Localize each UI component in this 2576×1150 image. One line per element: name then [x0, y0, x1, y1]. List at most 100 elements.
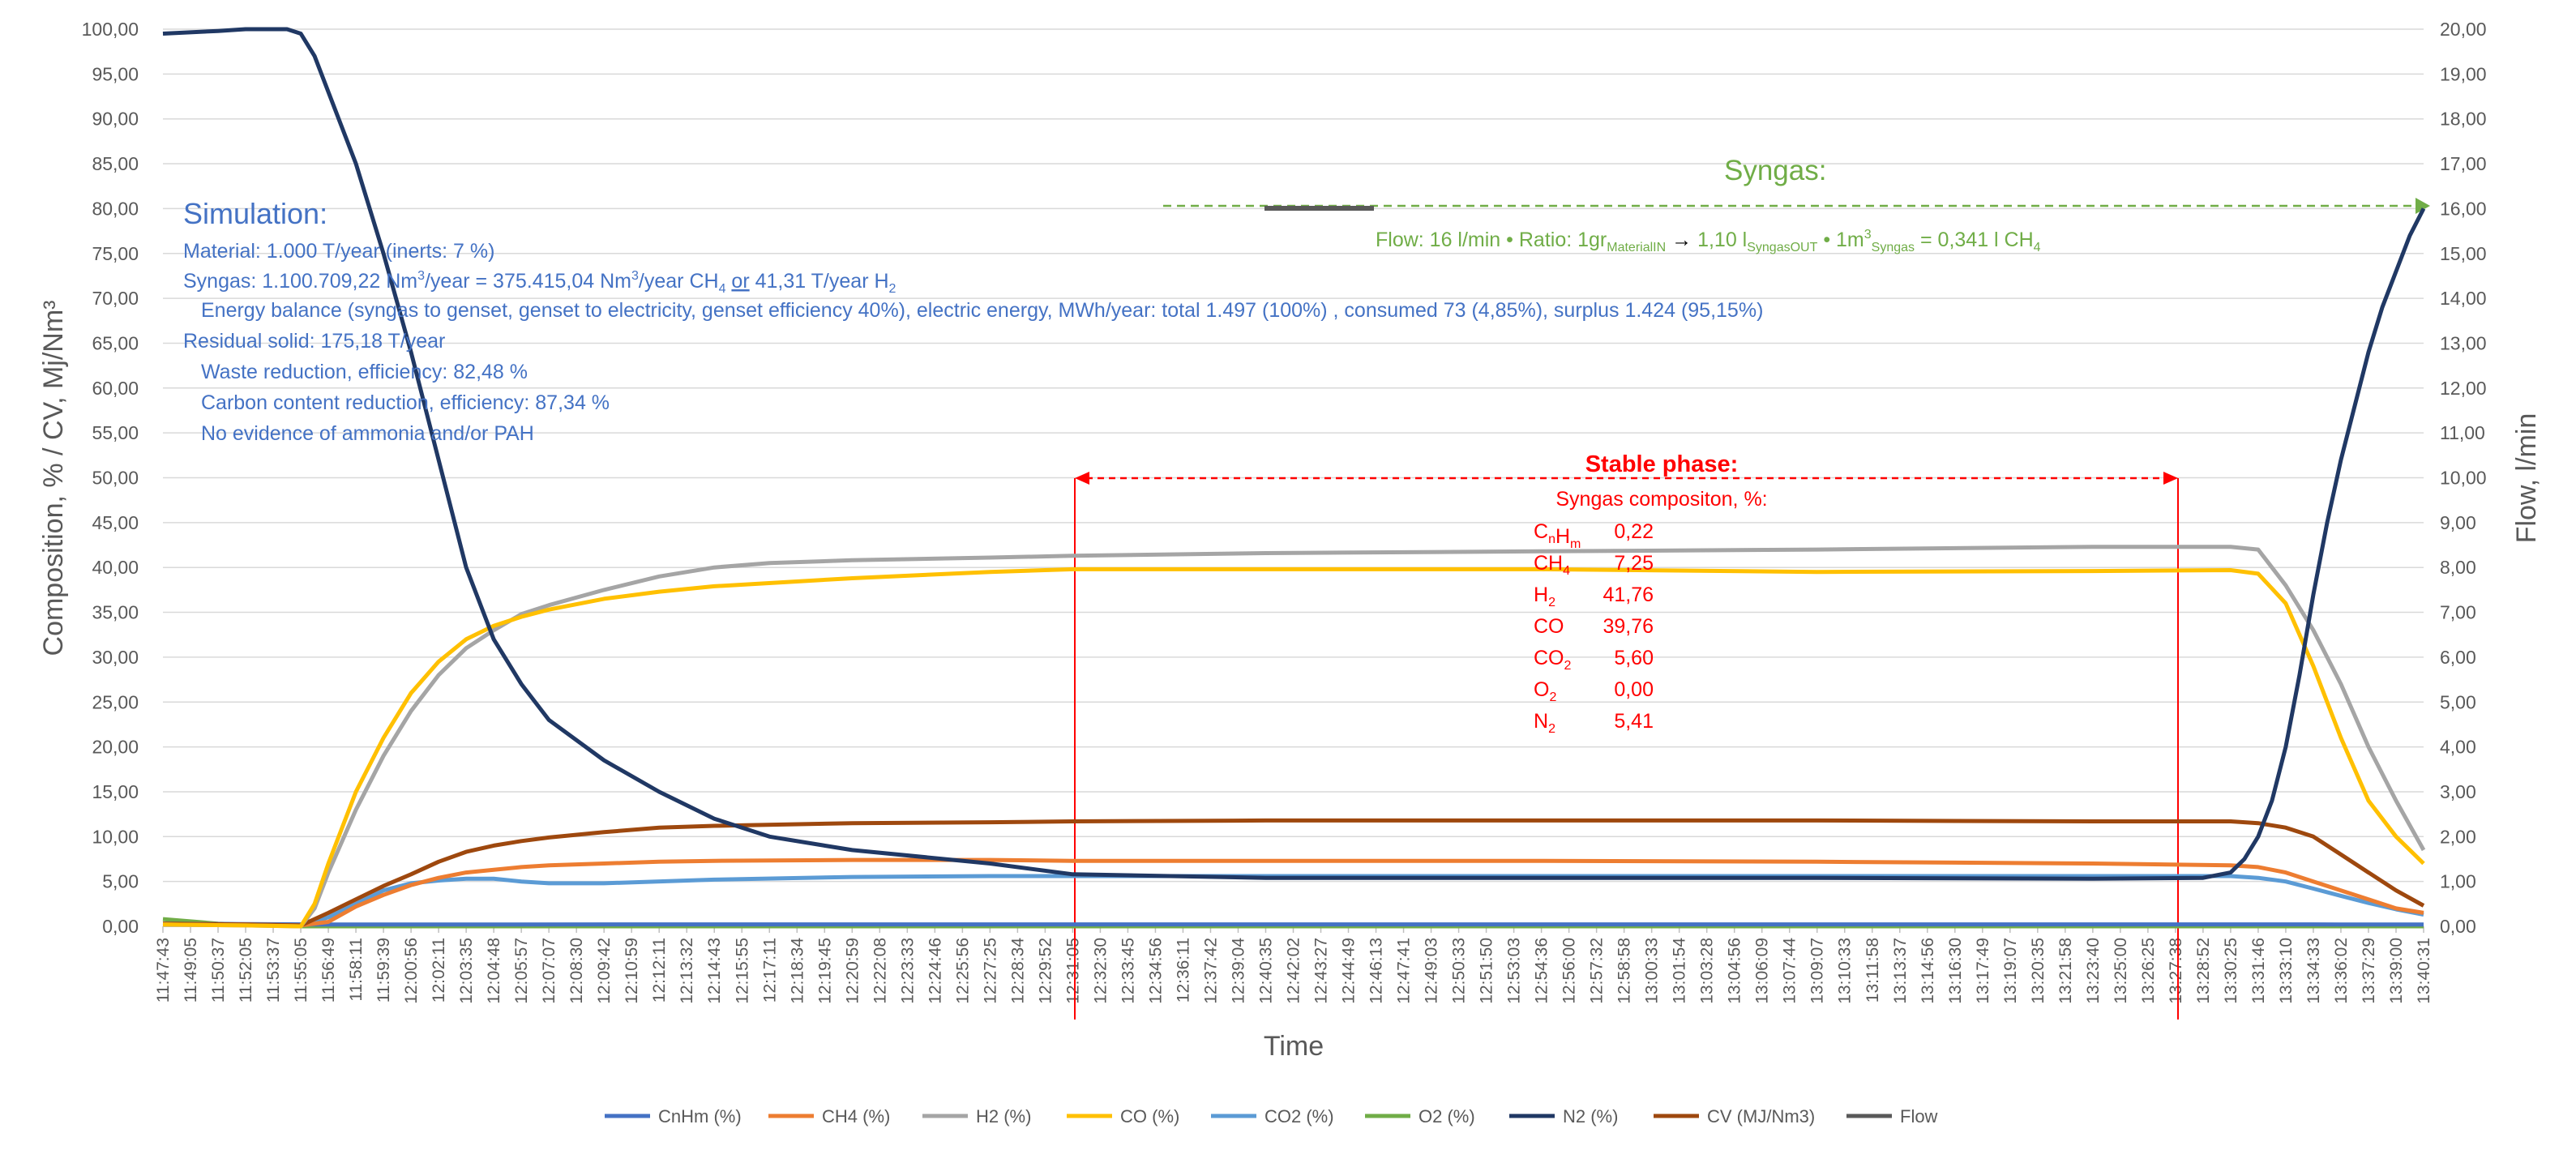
x-tick-label: 13:23:40 — [2084, 938, 2103, 1004]
left-y-tick-label: 60,00 — [92, 378, 139, 399]
x-tick-label: 13:28:52 — [2194, 938, 2213, 1004]
x-tick-label: 12:49:03 — [1423, 938, 1441, 1004]
x-tick-label: 13:07:44 — [1781, 938, 1799, 1004]
x-tick-label: 11:53:37 — [264, 938, 283, 1003]
stable-row-value: 5,60 — [1614, 647, 1654, 669]
right-y-tick-label: 3,00 — [2440, 781, 2476, 802]
left-y-tick-label: 45,00 — [92, 512, 139, 533]
right-y-tick-label: 17,00 — [2440, 153, 2487, 174]
simulation-material: Material: 1.000 T/year (inerts: 7 %) — [183, 240, 494, 263]
syngas-flow-sub4: 4 — [2034, 241, 2041, 254]
syngas-flow-b: 1,10 l — [1697, 229, 1747, 251]
x-tick-label: 12:18:34 — [788, 938, 807, 1004]
x-tick-label: 12:15:55 — [733, 938, 751, 1004]
right-y-tick-label: 5,00 — [2440, 691, 2476, 712]
stable-row-value: 0,00 — [1614, 678, 1654, 701]
x-tick-label: 12:50:33 — [1450, 938, 1469, 1004]
x-tick-label: 11:58:11 — [347, 938, 366, 1002]
syngas-flow-sub1: MaterialIN — [1607, 241, 1666, 254]
sim-syngas-d: 41,31 T/year H — [755, 270, 889, 293]
series-line-co — [162, 566, 2425, 929]
x-tick-label: 12:02:11 — [430, 938, 448, 1003]
x-tick-label: 13:21:58 — [2056, 938, 2075, 1004]
x-tick-label: 13:10:33 — [1836, 938, 1855, 1004]
legend-label: H2 (%) — [976, 1106, 1031, 1126]
stable-row-name: N2 — [1534, 710, 1555, 736]
x-tick-label: 13:04:56 — [1726, 938, 1744, 1004]
left-y-tick-label: 35,00 — [92, 602, 139, 623]
right-y-tick-label: 18,00 — [2440, 109, 2487, 130]
legend: CnHm (%) CH4 (%) H2 (%) CO (%) CO2 (%) O2 (%)… — [605, 1106, 1938, 1126]
x-tick-label: 12:53:03 — [1505, 938, 1524, 1004]
x-tick-label: 13:11:58 — [1864, 938, 1882, 1003]
syngas-flow-a: Flow: 16 l/min • Ratio: 1gr — [1376, 229, 1607, 251]
x-tick-label: 13:36:02 — [2332, 938, 2351, 1004]
left-y-tick-label: 5,00 — [102, 871, 139, 892]
right-y-tick-label: 9,00 — [2440, 512, 2476, 533]
legend-label: CV (MJ/Nm3) — [1707, 1106, 1815, 1126]
legend-label: CO (%) — [1120, 1106, 1179, 1126]
left-y-tick-label: 55,00 — [92, 422, 139, 443]
sim-syngas-b: /year = 375.415,04 Nm — [425, 270, 631, 293]
x-tick-label: 12:19:45 — [815, 938, 834, 1004]
right-y-tick-label: 1,00 — [2440, 871, 2476, 892]
syngas-flow-text: Flow: 16 l/min • Ratio: 1grMaterialIN → … — [1376, 228, 2041, 254]
stable-row-name: CnHm — [1534, 520, 1581, 551]
right-y-axis-ticks: 0,00 1,00 2,00 3,00 4,00 5,00 6,00 7,00 8,00 9,00… — [2440, 19, 2487, 937]
x-tick-label: 12:22:08 — [871, 938, 889, 1004]
left-y-tick-label: 100,00 — [82, 19, 139, 40]
x-tick-label: 12:40:35 — [1256, 938, 1275, 1004]
x-tick-label: 13:06:09 — [1753, 938, 1772, 1004]
x-tick-label: 12:43:27 — [1312, 938, 1331, 1004]
left-y-tick-label: 25,00 — [92, 691, 139, 712]
x-tick-label: 12:39:04 — [1229, 938, 1247, 1004]
left-y-tick-label: 65,00 — [92, 332, 139, 353]
x-tick-label: 12:44:49 — [1340, 938, 1359, 1004]
x-tick-label: 12:32:30 — [1091, 938, 1110, 1004]
sim-syngas-sub1: 4 — [719, 282, 726, 296]
x-tick-label: 12:20:59 — [843, 938, 862, 1004]
left-y-tick-label: 80,00 — [92, 198, 139, 219]
right-y-tick-label: 8,00 — [2440, 557, 2476, 578]
x-tick-label: 13:01:54 — [1671, 938, 1689, 1004]
syngas-flow-c: • 1m — [1823, 229, 1864, 251]
x-tick-label: 12:12:11 — [650, 938, 669, 1003]
x-tick-label: 12:42:02 — [1285, 938, 1303, 1004]
x-tick-label: 11:56:49 — [319, 938, 338, 1003]
right-y-tick-label: 10,00 — [2440, 468, 2487, 489]
x-tick-label: 12:27:25 — [981, 938, 999, 1004]
simulation-energy-balance: Energy balance (syngas to genset, genset… — [201, 299, 1763, 322]
sim-syngas-sub2: 2 — [889, 282, 896, 296]
stable-phase-title: Stable phase: — [1585, 451, 1739, 477]
right-y-tick-label: 7,00 — [2440, 602, 2476, 623]
x-tick-label: 13:20:35 — [2029, 938, 2048, 1004]
right-y-tick-label: 14,00 — [2440, 288, 2487, 309]
x-tick-label: 13:26:25 — [2139, 938, 2158, 1004]
x-tick-label: 12:05:57 — [512, 938, 531, 1004]
x-tick-label: 11:50:37 — [209, 938, 228, 1003]
left-y-axis-ticks: 0,00 5,00 10,00 15,00 20,00 25,00 30,00 35,00 40… — [82, 19, 139, 937]
x-axis-ticks: 11:47:43 11:49:05 11:50:37 11:52:05 11:53:37… — [154, 926, 2433, 1004]
syngas-flow-marker — [1163, 198, 2430, 214]
x-tick-label: 12:17:11 — [760, 938, 779, 1003]
syngas-flow-sup: 3 — [1864, 228, 1872, 242]
right-y-tick-label: 15,00 — [2440, 243, 2487, 264]
stable-row-value: 0,22 — [1614, 520, 1654, 543]
left-y-tick-label: 75,00 — [92, 243, 139, 264]
sim-syngas-sup2: 3 — [631, 269, 639, 283]
stable-phase-subtitle: Syngas compositon, %: — [1555, 488, 1767, 511]
x-tick-label: 13:30:25 — [2222, 938, 2240, 1004]
x-axis-title: Time — [1264, 1031, 1324, 1062]
simulation-title: Simulation: — [183, 197, 327, 230]
x-tick-label: 13:27:38 — [2167, 938, 2185, 1004]
left-y-tick-label: 40,00 — [92, 557, 139, 578]
left-y-axis-title: Composition, % / CV, Mj/Nm³ — [38, 301, 69, 656]
x-tick-label: 13:25:00 — [2112, 938, 2130, 1004]
sim-syngas-c: /year CH — [639, 270, 719, 293]
x-tick-label: 13:14:56 — [1919, 938, 1937, 1004]
left-y-tick-label: 0,00 — [102, 916, 139, 937]
stable-row-value: 39,76 — [1603, 615, 1654, 638]
x-tick-label: 13:31:46 — [2249, 938, 2268, 1004]
stable-row-name: CO2 — [1534, 647, 1572, 673]
